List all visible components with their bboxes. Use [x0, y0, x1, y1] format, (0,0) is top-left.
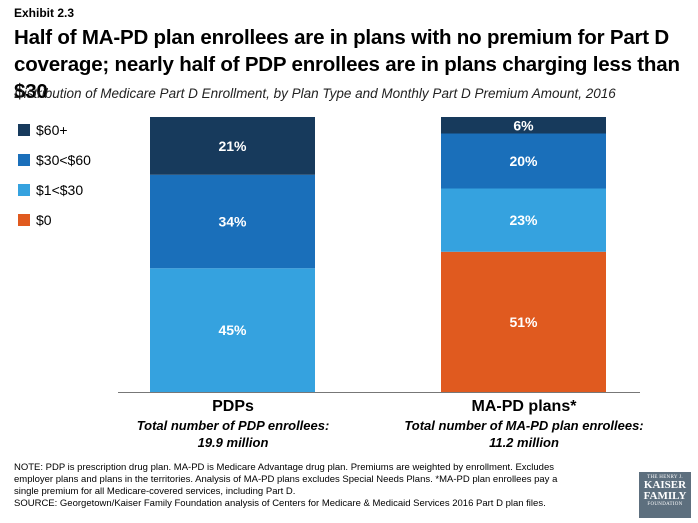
- data-label: 51%: [509, 314, 538, 330]
- legend-swatch: [18, 124, 30, 136]
- data-label: 21%: [218, 138, 247, 154]
- bar-category-label-mapd: MA-PD plans*: [471, 398, 577, 415]
- legend-label: $60+: [36, 122, 68, 138]
- pdp-enrollees-value: 19.9 million: [197, 435, 269, 450]
- logo-line: KAISER: [643, 479, 687, 491]
- chart-title: Half of MA-PD plan enrollees are in plan…: [14, 26, 680, 103]
- data-label: 23%: [509, 212, 538, 228]
- data-label: 45%: [218, 322, 247, 338]
- footnote-line: single premium for all Medicare-covered …: [14, 486, 296, 497]
- logo-line: FOUNDATION: [647, 502, 683, 507]
- exhibit-label: Exhibit 2.3: [14, 6, 75, 20]
- legend-swatch: [18, 214, 30, 226]
- data-label: 34%: [218, 214, 247, 230]
- legend-swatch: [18, 154, 30, 166]
- footnote: NOTE: PDP is prescription drug plan. MA-…: [14, 462, 634, 510]
- legend-label: $30<$60: [36, 152, 91, 168]
- footnote-line: NOTE: PDP is prescription drug plan. MA-…: [14, 462, 554, 473]
- bar-segment: [441, 251, 606, 392]
- kff-logo: THE HENRY J. KAISER FAMILY FOUNDATION: [639, 472, 691, 518]
- bar-segment: [441, 133, 606, 189]
- bar-segment: [150, 117, 315, 175]
- bar-segment: [150, 174, 315, 269]
- source-line: SOURCE: Georgetown/Kaiser Family Foundat…: [14, 498, 546, 509]
- bar-segment: [150, 268, 315, 392]
- legend-label: $1<$30: [36, 182, 83, 198]
- data-label: 20%: [509, 153, 538, 169]
- data-label: 6%: [513, 117, 534, 133]
- logo-line: THE HENRY J.: [647, 475, 683, 480]
- mapd-enrollees-value: 11.2 million: [489, 435, 559, 450]
- legend-label: $0: [36, 212, 52, 228]
- bar-category-label-pdps: PDPs: [212, 398, 254, 415]
- logo-line: FAMILY: [643, 490, 687, 502]
- bar-segment: [441, 188, 606, 252]
- chart-subtitle: Distribution of Medicare Part D Enrollme…: [14, 86, 616, 101]
- pdp-enrollees-caption: Total number of PDP enrollees:: [136, 418, 330, 433]
- footnote-line: employer plans and plans in the territor…: [14, 474, 558, 485]
- bar-segment: [441, 117, 606, 134]
- legend-swatch: [18, 184, 30, 196]
- mapd-enrollees-caption: Total number of MA-PD plan enrollees:: [404, 418, 644, 433]
